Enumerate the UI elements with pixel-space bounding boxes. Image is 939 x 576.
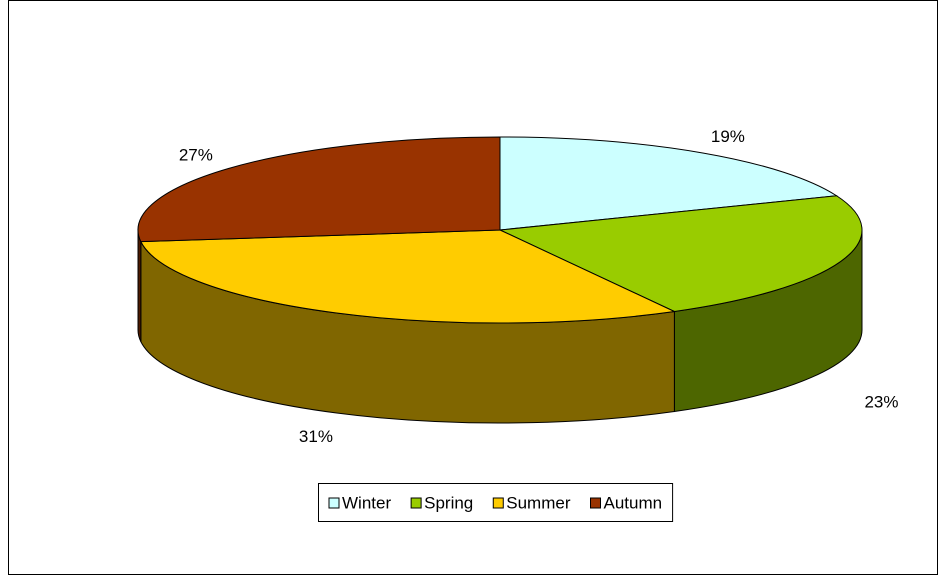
- legend-swatch: [410, 497, 422, 509]
- legend-label: Summer: [506, 493, 571, 512]
- legend-label: Autumn: [604, 493, 663, 512]
- pie-slice: [137, 136, 501, 243]
- pie-side: [137, 229, 142, 342]
- legend-swatch: [492, 497, 504, 509]
- data-label: 31%: [299, 427, 333, 446]
- legend-label: Spring: [424, 493, 473, 512]
- data-label: 23%: [864, 393, 898, 412]
- legend-label: Winter: [342, 493, 391, 512]
- legend-swatch: [590, 497, 601, 509]
- legend: Winter Spring Summer Autumn: [318, 483, 674, 522]
- pie-slice: [140, 229, 677, 324]
- pie-slice: [498, 195, 863, 313]
- data-label: 19%: [711, 127, 745, 146]
- data-label: 27%: [179, 146, 213, 165]
- pie-slice: [499, 136, 839, 231]
- legend-swatch: [328, 497, 340, 509]
